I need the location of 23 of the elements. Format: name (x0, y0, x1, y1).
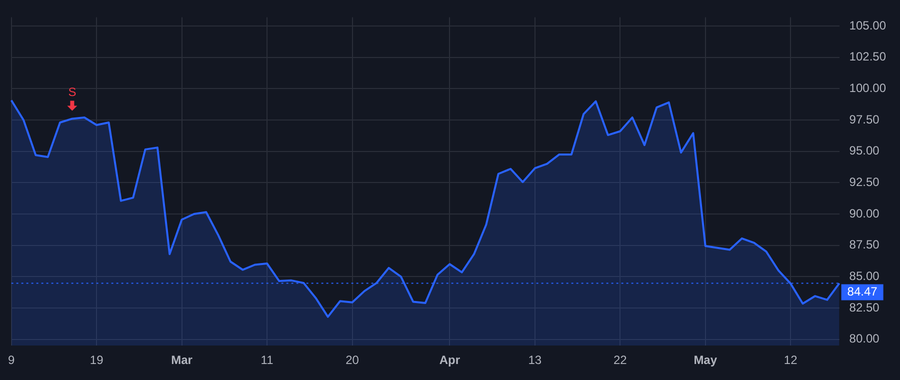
ref-line-label: 84.47 (847, 284, 878, 299)
x-tick-label: 12 (784, 353, 798, 368)
x-tick-label: Mar (171, 353, 193, 368)
y-tick-label: 82.50 (849, 300, 880, 314)
y-tick-label: 105.00 (849, 18, 886, 32)
x-tick-label: May (694, 353, 718, 368)
annotation: S (68, 85, 76, 100)
y-tick-label: 102.50 (849, 50, 886, 64)
x-tick-label: 13 (528, 353, 542, 368)
x-tick-label: 22 (613, 353, 628, 368)
x-tick-label: 20 (346, 353, 360, 368)
y-tick-label: 100.00 (849, 80, 886, 95)
y-tick-label: 87.50 (849, 238, 880, 252)
y-tick-label: 85.00 (849, 268, 880, 283)
x-tick-label: 9 (8, 353, 15, 368)
y-tick-label: 92.50 (849, 174, 880, 189)
y-tick-label: 95.00 (849, 144, 880, 158)
y-tick-label: 80.00 (849, 332, 880, 346)
y-tick-label: 97.50 (849, 112, 880, 126)
x-tick-label: 11 (260, 353, 274, 368)
x-tick-label: Apr (439, 353, 460, 368)
y-tick-label: 90.00 (849, 206, 880, 220)
x-tick-label: 19 (90, 353, 104, 368)
